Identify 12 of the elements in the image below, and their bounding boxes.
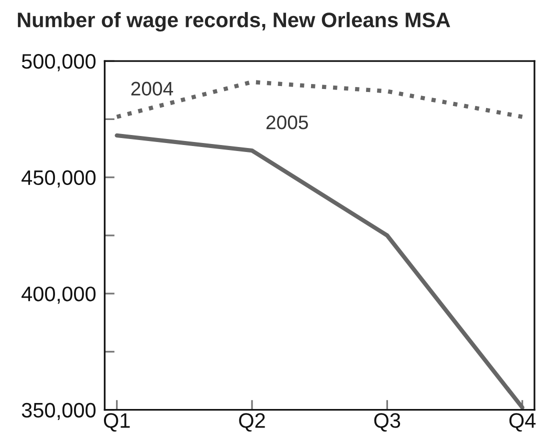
x-tick-label: Q1 — [104, 413, 130, 432]
x-tick-label: Q4 — [509, 413, 536, 432]
line-series — [114, 133, 524, 410]
y-tick-label: 450,000 — [22, 170, 96, 188]
x-tick-label: Q3 — [374, 413, 400, 432]
y-tick-label: 400,000 — [22, 286, 96, 304]
series-label: 2005 — [266, 116, 308, 130]
y-tick-label: 350,000 — [22, 402, 96, 420]
y-tick-label: 500,000 — [22, 54, 96, 72]
x-tick-label: Q2 — [239, 413, 265, 432]
series-label: 2004 — [131, 82, 174, 96]
chart-title: Number of wage records, New Orleans MSA — [18, 12, 450, 32]
